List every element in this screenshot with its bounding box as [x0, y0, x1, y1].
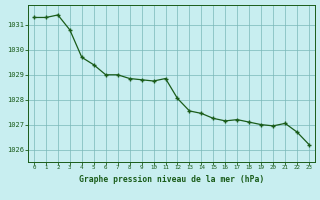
X-axis label: Graphe pression niveau de la mer (hPa): Graphe pression niveau de la mer (hPa)	[79, 175, 264, 184]
